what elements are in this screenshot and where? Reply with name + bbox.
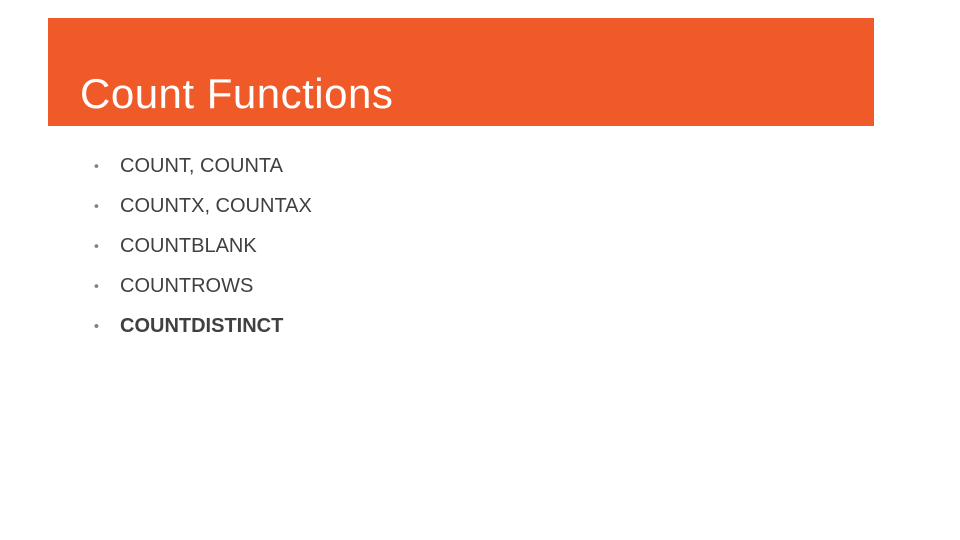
- slide-title: Count Functions: [80, 70, 393, 118]
- list-item: COUNTX, COUNTAX: [84, 186, 864, 226]
- list-item: COUNTROWS: [84, 266, 864, 306]
- bullet-text: COUNT, COUNTA: [120, 155, 283, 177]
- bullet-text: COUNTX, COUNTAX: [120, 195, 312, 217]
- list-item: COUNT, COUNTA: [84, 146, 864, 186]
- title-band: Count Functions: [48, 18, 874, 126]
- bullet-text: COUNTDISTINCT: [120, 315, 283, 337]
- bullet-text: COUNTBLANK: [120, 235, 257, 257]
- slide-body: COUNT, COUNTA COUNTX, COUNTAX COUNTBLANK…: [84, 146, 864, 346]
- slide: Count Functions COUNT, COUNTA COUNTX, CO…: [0, 0, 960, 540]
- list-item: COUNTBLANK: [84, 226, 864, 266]
- bullet-text: COUNTROWS: [120, 275, 253, 297]
- list-item: COUNTDISTINCT: [84, 306, 864, 346]
- bullet-list: COUNT, COUNTA COUNTX, COUNTAX COUNTBLANK…: [84, 146, 864, 346]
